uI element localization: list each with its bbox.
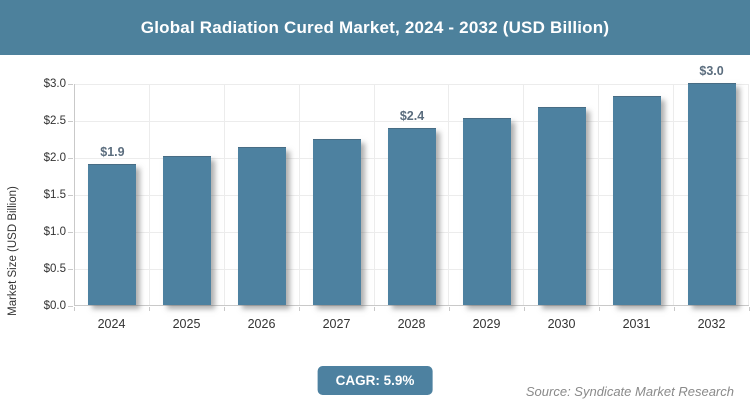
bar-2030 [537,106,586,305]
y-axis-title: Market Size (USD Billion) [7,186,19,316]
x-tick-mark [599,307,600,311]
gridline [598,84,600,305]
x-tick-mark [449,307,450,311]
bar-slot-2026 [225,84,300,305]
y-tick-mark [68,306,73,307]
x-axis-label-2028: 2028 [397,317,426,331]
bar-slot-2031 [599,84,675,305]
bar-slot-2024: $1.9 [75,84,150,305]
gridline [75,84,749,85]
x-axis-label-2032: 2032 [697,317,726,331]
x-tick-mark [299,307,300,311]
y-tick-mark [68,158,73,159]
x-axis-label-2024: 2024 [97,317,126,331]
bar-slots: $1.9 $2.4 $3.0 [75,64,750,305]
gridline [148,84,150,305]
x-tick-mark [524,307,525,311]
chart-title: Global Radiation Cured Market, 2024 - 20… [140,17,610,37]
bar-slot-2032: $3.0 [674,64,750,305]
cagr-badge: CAGR: 5.9% [317,366,433,395]
bar-2028 [388,128,436,305]
x-axis-label-2030: 2030 [547,317,576,331]
y-tick-mark [68,84,73,85]
gridline [673,84,675,305]
x-axis-label-2029: 2029 [472,317,501,331]
y-tick-label: $3.0 [43,78,66,90]
bar-value-label-2024: $1.9 [100,145,125,160]
x-axis-label-2027: 2027 [322,317,351,331]
y-tick-label: $2.5 [43,115,66,127]
bar-value-label-2028: $2.4 [399,109,425,124]
bar-slot-2025 [150,84,225,305]
y-tick-label: $0.5 [43,263,66,275]
bar-2032 [687,83,736,305]
bar-slot-2027 [300,84,375,305]
y-tick-mark [68,232,73,233]
x-tick-mark [674,307,675,311]
x-axis-label-2025: 2025 [172,317,201,331]
bar-2024 [88,164,137,305]
gridline [523,84,525,305]
bar-2026 [238,147,287,305]
bar-2025 [163,156,212,305]
y-tick-mark [68,195,73,196]
plot-area: $1.9 $2.4 $3.0 [74,64,750,306]
x-tick-mark [149,307,150,311]
x-tick-mark [374,307,375,311]
y-tick-label: $0.0 [43,300,66,312]
bar-2031 [612,95,661,305]
y-tick-label: $1.0 [43,226,66,238]
x-tick-mark [224,307,225,311]
bar-slot-2028: $2.4 [375,84,450,305]
bar-chart: Market Size (USD Billion) $1.9 $2.4 $3.0 $… [0,55,750,360]
gridline [223,84,225,305]
x-axis-labels: 2024 2025 2026 2027 2028 2029 2030 2031 2032 [74,317,749,331]
x-tick-mark [74,307,75,311]
y-tick-mark [68,121,73,122]
chart-title-bar: Global Radiation Cured Market, 2024 - 20… [0,0,750,55]
source-attribution: Source: Syndicate Market Research [525,384,734,399]
gridline [748,84,750,305]
x-axis-label-2026: 2026 [247,317,276,331]
bar-2027 [313,138,362,305]
bar-slot-2029 [449,84,525,305]
bar-value-label-2032: $3.0 [699,64,724,78]
gridline [298,84,300,305]
bar-2029 [462,117,511,305]
y-tick-mark [68,269,73,270]
bar-slot-2030 [524,84,600,305]
gridline [373,84,375,305]
gridline [448,84,450,305]
y-tick-label: $1.5 [43,189,66,201]
y-tick-label: $2.0 [43,152,66,164]
x-axis-label-2031: 2031 [622,317,651,331]
gridline [75,121,749,122]
